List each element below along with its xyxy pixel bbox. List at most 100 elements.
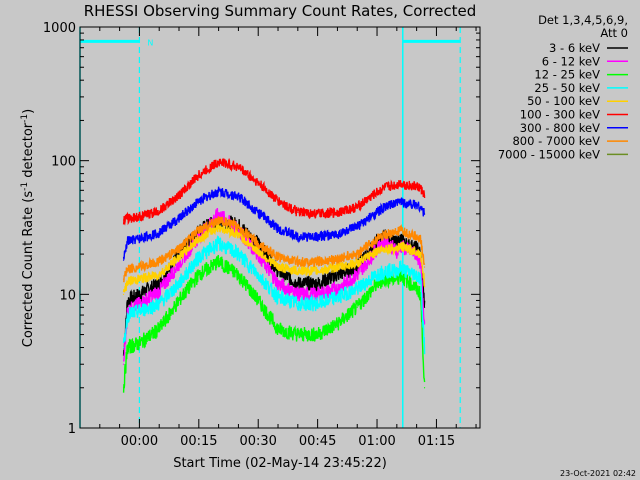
series-1-point-4 — [178, 262, 180, 265]
series-3-point-4 — [178, 283, 180, 285]
series-2-point-7 — [237, 274, 240, 276]
series-4-point-20 — [419, 253, 422, 255]
series-5-point-9 — [277, 200, 279, 202]
series-6-point-14 — [376, 211, 378, 214]
footer-timestamp: 23-Oct-2021 02:42 — [560, 469, 636, 478]
series-0-point-1 — [126, 299, 129, 302]
series-line-3 — [122, 234, 426, 355]
series-7-point-2 — [138, 266, 141, 268]
x-tick-label-2: 00:30 — [239, 434, 276, 449]
legend-label-7: 800 - 7000 keV — [512, 134, 600, 148]
series-6-point-3 — [158, 231, 160, 234]
x-tick-label-5: 01:15 — [418, 434, 455, 449]
legend-label-2: 12 - 25 keV — [534, 68, 600, 82]
series-4-point-1 — [126, 280, 129, 282]
series-3-point-20 — [419, 278, 422, 280]
series-2-point-15 — [384, 278, 386, 280]
series-2-point-3 — [158, 328, 160, 330]
series-5-point-20 — [419, 187, 422, 190]
series-3-point-7 — [237, 253, 240, 255]
series-4-point-17 — [400, 245, 402, 247]
series-6-point-11 — [317, 236, 319, 238]
series-2-point-9 — [277, 328, 279, 330]
series-4-point-0 — [122, 293, 125, 295]
legend-label-3: 25 - 50 keV — [534, 81, 600, 95]
series-7-point-4 — [178, 247, 180, 250]
series-0-point-21 — [423, 306, 426, 308]
series-0-point-10 — [297, 283, 299, 285]
series-6-point-12 — [336, 233, 339, 236]
series-3-point-9 — [277, 296, 279, 298]
series-4-point-11 — [317, 270, 319, 272]
series-5-point-19 — [416, 185, 418, 188]
x-tick-label-1: 00:15 — [180, 434, 217, 449]
series-3-point-15 — [384, 270, 386, 272]
series-6-point-6 — [218, 190, 220, 192]
series-7-point-14 — [376, 238, 378, 240]
series-0-point-16 — [396, 242, 398, 245]
series-3-point-0 — [122, 346, 125, 349]
series-7-point-8 — [257, 242, 259, 245]
series-2-point-12 — [336, 323, 339, 325]
series-2-point-18 — [404, 278, 406, 280]
series-6-point-8 — [257, 211, 259, 214]
series-5-point-1 — [126, 217, 129, 219]
series-4-point-4 — [178, 256, 180, 258]
series-7-point-3 — [158, 261, 160, 263]
series-1-point-9 — [277, 283, 279, 285]
series-6-point-20 — [419, 206, 422, 208]
series-7-point-6 — [218, 219, 220, 221]
y-tick-label-2: 100 — [51, 155, 76, 170]
series-3-point-17 — [400, 266, 402, 268]
series-3-point-10 — [297, 303, 299, 305]
series-6-point-9 — [277, 228, 279, 230]
series-1-point-2 — [138, 303, 141, 305]
series-2-point-0 — [122, 387, 125, 389]
series-5-point-6 — [218, 161, 220, 163]
series-4-point-15 — [384, 247, 386, 250]
series-4-point-18 — [404, 247, 406, 250]
series-2-point-21 — [423, 387, 426, 389]
series-4-point-19 — [416, 250, 418, 252]
series-4-point-14 — [376, 250, 378, 252]
series-1-point-13 — [356, 274, 358, 276]
series-0-point-19 — [416, 247, 418, 250]
series-5-point-12 — [336, 211, 339, 214]
series-7-point-18 — [404, 231, 406, 234]
series-7-point-21 — [423, 266, 426, 268]
y-axis-label: Corrected Count Rate (s-1 detector-1) — [20, 109, 36, 347]
series-6-point-15 — [384, 206, 386, 208]
series-0-point-3 — [158, 283, 160, 285]
series-5-point-7 — [237, 166, 240, 168]
legend-header-line-0: Det 1,3,4,5,6,9, — [538, 13, 628, 27]
series-5-point-8 — [257, 182, 259, 184]
series-6-point-19 — [416, 203, 418, 206]
series-4-point-3 — [158, 274, 160, 276]
legend-label-5: 100 - 300 keV — [520, 108, 600, 122]
series-3-point-1 — [126, 314, 129, 316]
series-line-5 — [122, 157, 426, 226]
series-1-point-15 — [384, 240, 386, 242]
series-2-point-16 — [396, 278, 398, 280]
x-axis-label: Start Time (02-May-14 23:45:22) — [173, 456, 387, 471]
series-1-point-6 — [218, 213, 220, 215]
y-tick-label-0: 1 — [68, 422, 76, 437]
series-6-point-4 — [178, 217, 180, 219]
series-3-point-8 — [257, 274, 259, 276]
series-7-point-12 — [336, 258, 339, 260]
series-4-point-12 — [336, 266, 339, 268]
series-4-point-21 — [423, 283, 426, 285]
series-6-point-13 — [356, 226, 358, 228]
plot-area: N 1 10 100 1000 00:00 00:15 00:30 00:45 01:00 01:1… — [43, 21, 481, 449]
series-line-7 — [122, 216, 426, 283]
night-marker-label: N — [147, 38, 153, 47]
series-5-point-10 — [297, 211, 299, 214]
series-2-point-17 — [400, 274, 402, 276]
series-3-point-6 — [218, 242, 220, 245]
x-tick-label-0: 00:00 — [121, 434, 158, 449]
series-2-point-11 — [317, 333, 319, 336]
series-5-point-17 — [400, 182, 402, 184]
series-2-point-10 — [297, 333, 299, 336]
series-6-point-5 — [198, 200, 200, 202]
series-1-point-0 — [122, 363, 125, 365]
